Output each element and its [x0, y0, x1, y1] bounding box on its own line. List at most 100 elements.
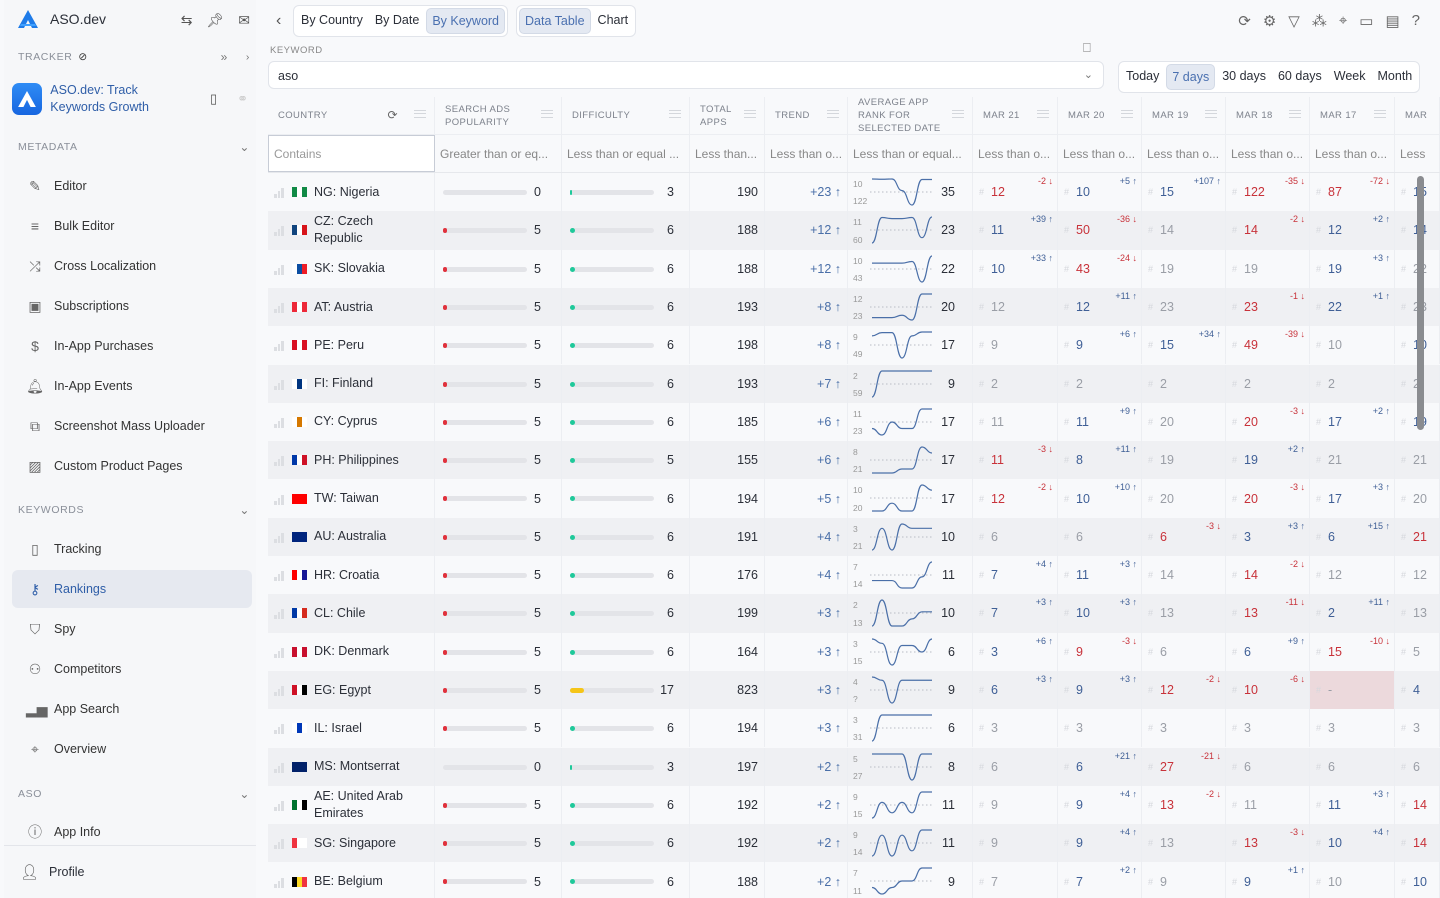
country-name[interactable]: PH: Philippines — [314, 452, 399, 467]
column-filter-input[interactable]: Less than o... — [765, 135, 848, 172]
selected-app[interactable]: ASO.dev: Track Keywords Growth ▯ ⚭ — [12, 82, 248, 116]
column-menu-icon[interactable] — [744, 110, 756, 118]
column-menu-icon[interactable] — [1289, 110, 1301, 118]
column-header[interactable]: MAR 19 — [1142, 97, 1226, 134]
sidebar-item-competitors[interactable]: ⚇ Competitors — [12, 650, 252, 688]
sidebar-item-tracking[interactable]: ▯ Tracking — [12, 530, 252, 568]
feedback-icon[interactable]: ⇆ — [180, 12, 193, 28]
country-name[interactable]: PE: Peru — [314, 337, 365, 352]
column-header[interactable]: TOTAL APPS — [690, 97, 765, 134]
table-row[interactable]: SK: Slovakia 5 6 188 +12 ↑ 10 43 22 #10 +33 ↑ #43 -… — [268, 249, 1440, 288]
mail-icon[interactable]: ✉ — [238, 12, 250, 28]
country-name[interactable]: AE: United Arab Emirates — [314, 788, 403, 820]
column-menu-icon[interactable] — [1374, 110, 1386, 118]
tab-data-table[interactable]: Data Table — [519, 8, 591, 34]
column-header[interactable]: MAR 18 — [1226, 97, 1310, 134]
country-name[interactable]: AU: Australia — [314, 529, 387, 544]
tab-week[interactable]: Week — [1333, 69, 1366, 83]
sidebar-item-screenshot-mass-uploader[interactable]: ⧉ Screenshot Mass Uploader — [12, 407, 252, 445]
country-name[interactable]: NG: Nigeria — [314, 184, 380, 199]
clipboard-icon[interactable]: ▭ — [1359, 13, 1374, 30]
country-name[interactable]: SG: Singapore — [314, 835, 396, 850]
column-header[interactable]: AVERAGE APP RANK FOR SELECTED DATE — [848, 97, 973, 134]
country-name[interactable]: CZ: Czech Republic — [314, 214, 374, 246]
sidebar-item-in-app-events[interactable]: 🔔︎ In-App Events — [12, 367, 252, 405]
pin-icon[interactable]: 📌︎ — [206, 12, 225, 28]
column-filter-input[interactable]: Less than... — [690, 135, 765, 172]
column-menu-icon[interactable] — [952, 110, 964, 118]
bookmark-icon[interactable]: ⎕ — [1083, 40, 1091, 55]
group-icon[interactable]: ⁂ — [1311, 13, 1327, 30]
tab-today[interactable]: Today — [1126, 69, 1160, 83]
table-row[interactable]: DK: Denmark 5 6 164 +3 ↑ 3 15 6 #3 +6 ↑ #9 -3 ↓ #6 #6… — [268, 632, 1440, 671]
chevron-down-icon[interactable]: ⌄ — [239, 787, 250, 801]
column-filter-input[interactable]: Contains — [268, 135, 435, 172]
tab-chart[interactable]: Chart — [597, 13, 629, 27]
focus-icon[interactable]: ⌖ — [1338, 12, 1348, 29]
column-header[interactable]: MAR 21 — [973, 97, 1058, 134]
column-header[interactable]: TREND — [765, 97, 848, 134]
column-filter-input[interactable]: Less than o... — [1226, 135, 1310, 172]
column-filter-input[interactable]: Less than o... — [1142, 135, 1226, 172]
country-name[interactable]: IL: Israel — [314, 720, 362, 735]
metadata-section[interactable]: METADATA ⌄ — [18, 140, 250, 154]
tab-by-keyword[interactable]: By Keyword — [426, 8, 506, 34]
table-row[interactable]: CY: Cyprus 5 6 185 +6 ↑ 11 23 17 #11 #11 +9 ↑ #20 #2… — [268, 402, 1440, 442]
column-menu-icon[interactable] — [827, 110, 839, 118]
country-name[interactable]: AT: Austria — [314, 299, 373, 314]
column-header[interactable]: SEARCH ADS POPULARITY — [435, 97, 562, 134]
refresh-icon[interactable]: ⟳ — [1238, 13, 1251, 30]
table-row[interactable]: EG: Egypt 5 17 823 +3 ↑ 4? 9 #6 +3 ↑ #9 +3 ↑ #12 -2 … — [268, 670, 1440, 710]
sidebar-item-editor[interactable]: ✎ Editor — [12, 167, 252, 205]
tab-by-country[interactable]: By Country — [301, 13, 363, 27]
column-menu-icon[interactable] — [541, 110, 553, 118]
column-header[interactable]: MAR — [1395, 97, 1440, 134]
tab-by-date[interactable]: By Date — [374, 13, 420, 27]
column-filter-input[interactable]: Less than o... — [1310, 135, 1395, 172]
profile-button[interactable]: 👤︎ Profile — [4, 845, 256, 898]
tab-30-days[interactable]: 30 days — [1222, 69, 1266, 83]
column-filter-input[interactable]: Less than or equal... — [848, 135, 973, 172]
column-menu-icon[interactable] — [1205, 110, 1217, 118]
country-name[interactable]: FI: Finland — [314, 376, 374, 391]
sidebar-item-app-info[interactable]: ⓘ App Info — [12, 813, 252, 851]
country-name[interactable]: SK: Slovakia — [314, 261, 385, 276]
column-header[interactable]: COUNTRY ⟳ — [268, 97, 435, 134]
table-row[interactable]: TW: Taiwan 5 6 194 +5 ↑ 10 20 17 #12 -2 ↓ #10 +10 ↑… — [268, 479, 1440, 518]
sidebar-item-bulk-editor[interactable]: ≡ Bulk Editor — [12, 207, 252, 245]
table-row[interactable]: HR: Croatia 5 6 176 +4 ↑ 7 14 11 #7 +4 ↑ #11 +3 ↑ #1… — [268, 556, 1440, 595]
column-menu-icon[interactable] — [669, 110, 681, 118]
country-name[interactable]: DK: Denmark — [314, 644, 390, 659]
column-filter-input[interactable]: Less — [1395, 135, 1440, 172]
keywords-section[interactable]: KEYWORDS ⌄ — [18, 503, 250, 517]
table-row[interactable]: AE: United Arab Emirates 5 6 192 +2 ↑ 9 15 11 #9… — [268, 785, 1440, 825]
column-header[interactable]: MAR 20 — [1058, 97, 1142, 134]
column-menu-icon[interactable] — [414, 110, 426, 118]
sidebar-item-cross-localization[interactable]: ⤮ Cross Localization — [12, 247, 252, 285]
table-row[interactable]: AU: Australia 5 6 191 +4 ↑ 3 21 10 #6 #6 #6 -3 ↓ #3 +… — [268, 517, 1440, 556]
table-row[interactable]: NG: Nigeria 0 3 190 +23 ↑ 10 122 35 #12 -2 ↓ #10 +5… — [268, 173, 1440, 212]
country-name[interactable]: MS: Montserrat — [314, 759, 400, 774]
sidebar-item-app-search[interactable]: ▂▅ App Search — [12, 690, 252, 728]
keyword-select[interactable]: aso ⌄ — [268, 61, 1104, 89]
tab-7-days[interactable]: 7 days — [1166, 64, 1216, 90]
brand[interactable]: ASO.dev — [18, 10, 106, 28]
country-name[interactable]: HR: Croatia — [314, 567, 380, 582]
column-filter-input[interactable]: Less than o... — [973, 135, 1058, 172]
table-row[interactable]: PH: Philippines 5 5 155 +6 ↑ 8 21 17 #11 -3 ↓ #8 +1… — [268, 441, 1440, 480]
country-name[interactable]: TW: Taiwan — [314, 491, 379, 506]
sidebar-item-rankings[interactable]: ⚷ Rankings — [12, 570, 252, 608]
country-name[interactable]: EG: Egypt — [314, 682, 371, 697]
column-filter-input[interactable]: Less than or equal ... — [562, 135, 690, 172]
column-header[interactable]: DIFFICULTY — [562, 97, 690, 134]
table-row[interactable]: SG: Singapore 5 6 192 +2 ↑ 9 14 11 #9 #9 +4 ↑ #13 #1… — [268, 824, 1440, 863]
sidebar-item-subscriptions[interactable]: ▣ Subscriptions — [12, 287, 252, 325]
sidebar-item-custom-product-pages[interactable]: ▨ Custom Product Pages — [12, 447, 252, 485]
table-row[interactable]: CL: Chile 5 6 199 +3 ↑ 2 13 10 #7 +3 ↑ #10 +3 ↑ #13 #… — [268, 594, 1440, 633]
aso-section[interactable]: ASO ⌄ — [18, 787, 250, 801]
country-name[interactable]: CL: Chile — [314, 605, 366, 620]
chevron-right-icon[interactable]: › — [245, 51, 250, 63]
country-name[interactable]: CY: Cyprus — [314, 414, 378, 429]
link-icon[interactable]: ⚭ — [237, 91, 248, 106]
